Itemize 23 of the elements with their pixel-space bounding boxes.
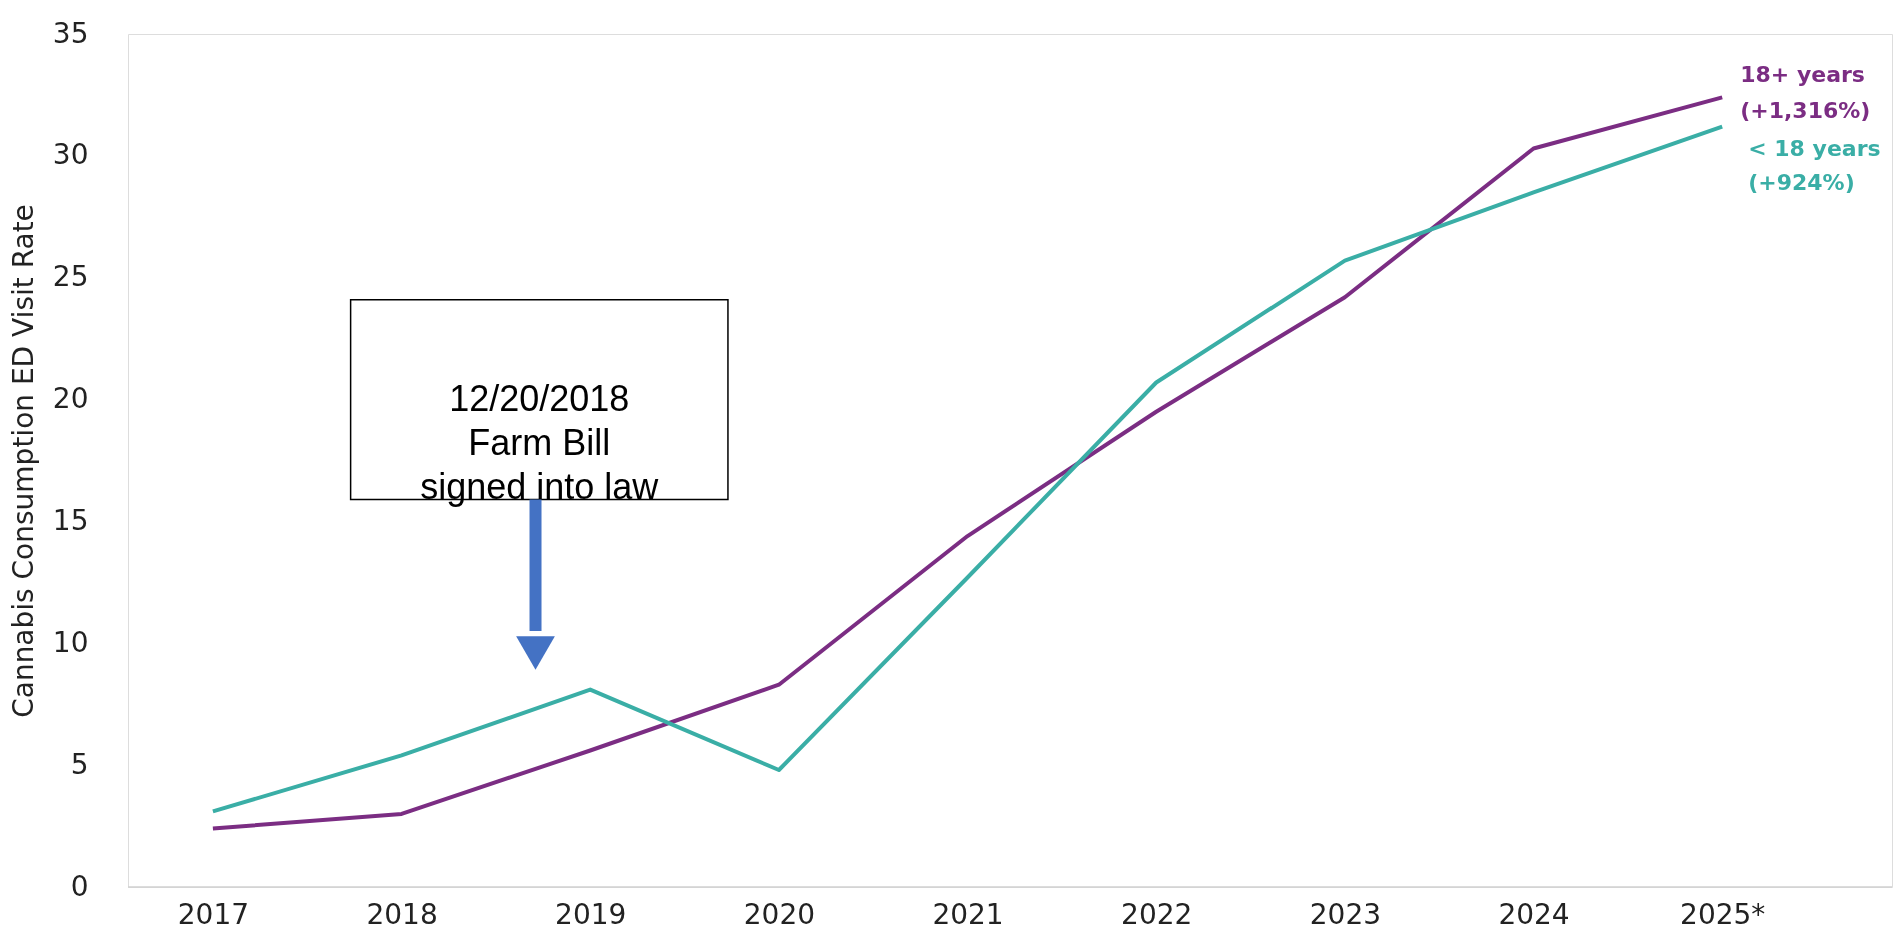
y-tick-label: 15 — [52, 503, 89, 537]
y-axis-title: Cannabis Consumption ED Visit Rate — [6, 204, 40, 718]
y-tick-label: 30 — [52, 138, 89, 172]
x-tick-label: 2020 — [743, 897, 816, 931]
x-tick-label: 2024 — [1498, 897, 1570, 931]
x-tick-label: 2023 — [1309, 897, 1382, 931]
x-tick-label: 2019 — [555, 897, 627, 931]
series-label: < 18 years — [1748, 135, 1881, 161]
annotation: (+924%) — [1748, 169, 1855, 195]
x-tick-label: 2018 — [366, 897, 438, 931]
y-tick-label: 25 — [52, 260, 89, 294]
x-tick-label: 2022 — [1121, 897, 1193, 931]
series-label: 18+ years — [1740, 62, 1865, 88]
x-tick-label: 2025* — [1680, 897, 1766, 931]
annotation: 12/20/2018 Farm Bill signed into law — [420, 377, 660, 507]
y-tick-label: 20 — [52, 382, 89, 416]
y-tick-label: 5 — [70, 747, 89, 781]
x-tick-label: 2017 — [177, 897, 250, 931]
annotation: (+1,316%) — [1740, 98, 1871, 124]
x-tick-label: 2021 — [932, 897, 1004, 931]
y-tick-label: 0 — [70, 869, 89, 903]
y-tick-label: 10 — [52, 625, 89, 659]
y-tick-label: 35 — [52, 16, 89, 50]
